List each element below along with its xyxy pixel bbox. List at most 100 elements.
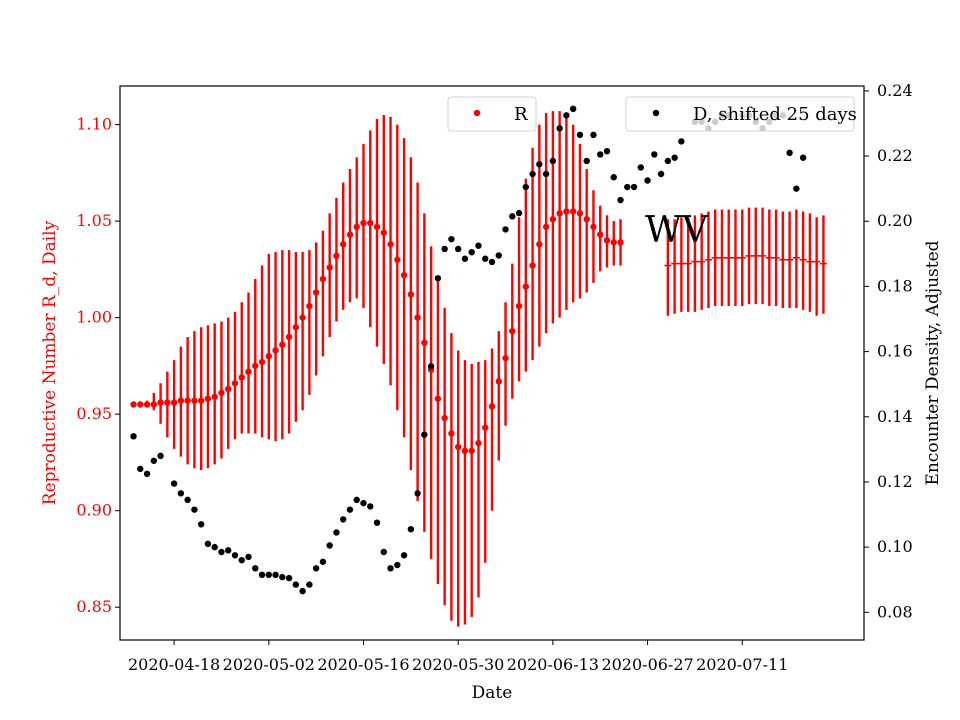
point-r xyxy=(549,215,557,223)
point-r xyxy=(204,395,212,402)
point-d xyxy=(542,170,550,178)
point-d xyxy=(394,561,401,569)
point-r xyxy=(143,401,151,408)
point-r xyxy=(448,430,455,437)
y-left-tick-label: 1.10 xyxy=(76,115,112,134)
point-d xyxy=(373,519,381,526)
point-r xyxy=(299,314,306,321)
legend-r-label: R xyxy=(514,104,528,125)
point-d xyxy=(583,157,590,165)
point-d xyxy=(651,151,658,158)
point-d xyxy=(624,183,631,191)
point-r xyxy=(292,324,300,331)
point-d xyxy=(637,164,644,171)
x-tick-label: 2020-06-27 xyxy=(601,655,693,674)
point-r xyxy=(191,397,198,404)
y-axis-left-label: Reproductive Number R_d, Daily xyxy=(40,220,60,505)
point-d xyxy=(265,571,272,579)
point-d xyxy=(671,154,678,161)
point-r xyxy=(225,385,232,393)
point-r xyxy=(279,341,286,348)
point-r xyxy=(475,439,482,447)
legend-d-label: D, shifted 25 days xyxy=(693,104,857,125)
point-r xyxy=(272,347,279,354)
point-d xyxy=(326,542,333,549)
point-r xyxy=(421,339,428,346)
point-d xyxy=(509,213,516,220)
point-d xyxy=(488,258,496,266)
point-d xyxy=(177,490,185,497)
point-r xyxy=(346,231,354,238)
point-r xyxy=(130,401,137,408)
point-r xyxy=(495,378,502,385)
point-r xyxy=(563,208,570,215)
point-d xyxy=(238,556,245,564)
y-left-tick-label: 1.05 xyxy=(76,211,112,230)
point-d xyxy=(252,565,259,572)
point-r xyxy=(340,241,347,248)
point-r xyxy=(258,358,266,366)
point-d xyxy=(197,521,205,528)
point-d xyxy=(333,529,340,536)
point-d xyxy=(414,490,421,497)
point-d xyxy=(657,170,665,178)
point-r xyxy=(502,354,509,362)
point-r xyxy=(590,223,597,231)
point-r xyxy=(231,380,239,387)
point-d xyxy=(522,183,530,191)
point-d xyxy=(563,112,570,119)
point-r xyxy=(414,314,421,321)
y-right-tick-label: 0.10 xyxy=(877,537,913,556)
point-d xyxy=(597,151,604,158)
point-d xyxy=(387,565,394,572)
data-points xyxy=(130,105,827,595)
point-d xyxy=(549,157,557,165)
y-axis-left: 0.85 0.90 0.95 1.00 1.05 1.10 xyxy=(76,115,120,616)
point-d xyxy=(292,581,300,588)
point-r xyxy=(333,252,340,260)
point-r xyxy=(536,241,543,248)
y-left-tick-label: 1.00 xyxy=(76,308,112,327)
point-d xyxy=(427,363,435,370)
point-d xyxy=(279,573,286,581)
point-d xyxy=(529,170,536,178)
point-d xyxy=(610,174,617,181)
legend-d-marker xyxy=(652,109,660,117)
point-d xyxy=(569,105,577,113)
point-d xyxy=(191,506,198,513)
point-r xyxy=(394,256,401,263)
point-r xyxy=(245,368,252,375)
point-d xyxy=(793,185,800,192)
point-d xyxy=(441,245,448,253)
point-r xyxy=(454,443,462,451)
point-r xyxy=(482,424,489,431)
point-d xyxy=(799,154,807,161)
y-right-tick-label: 0.20 xyxy=(877,211,913,230)
point-r xyxy=(157,399,164,406)
point-d xyxy=(367,503,374,510)
point-r xyxy=(434,395,442,402)
point-d xyxy=(515,209,523,217)
y-left-tick-label: 0.95 xyxy=(76,404,112,423)
point-d xyxy=(340,516,347,523)
point-d xyxy=(150,457,158,464)
point-d xyxy=(353,496,360,504)
point-d xyxy=(468,249,475,256)
point-d xyxy=(258,571,266,579)
point-d xyxy=(786,149,793,157)
point-r xyxy=(367,219,374,227)
point-r xyxy=(441,414,448,422)
point-r xyxy=(373,223,381,231)
point-d xyxy=(603,147,611,155)
point-r xyxy=(556,210,563,217)
point-d xyxy=(630,183,638,191)
y-right-tick-label: 0.14 xyxy=(877,407,913,426)
point-d xyxy=(617,196,624,204)
point-r xyxy=(515,302,523,310)
point-d xyxy=(360,499,367,507)
point-d xyxy=(285,574,293,582)
y-axis-right-label: Encounter Density, Adjusted xyxy=(923,240,943,485)
x-axis-label: Date xyxy=(472,683,513,703)
x-axis: 2020-04-18 2020-05-02 2020-05-16 2020-05-30… xyxy=(128,640,788,674)
point-d xyxy=(211,543,218,551)
